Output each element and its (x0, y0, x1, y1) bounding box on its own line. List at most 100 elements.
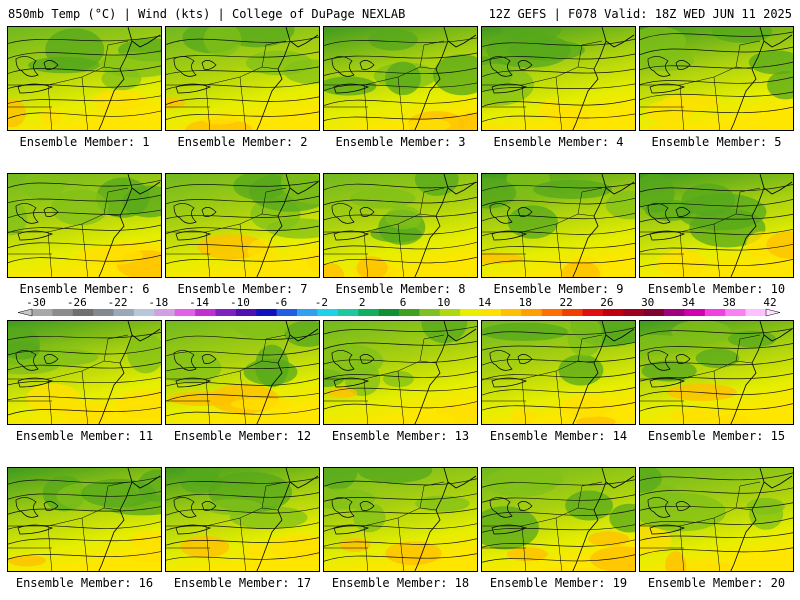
member-map-panel (481, 173, 636, 278)
state-borders (640, 40, 761, 130)
warm-temperature-area (26, 383, 80, 413)
cool-temperature-area (385, 206, 422, 230)
colorbar-segment (358, 309, 379, 316)
coastline (730, 468, 793, 571)
wind-streamline (640, 328, 793, 337)
ensemble-member-label: Ensemble Member: 19 (489, 576, 628, 590)
cool-temperature-area (507, 205, 558, 239)
cool-temperature-area (370, 225, 422, 243)
coastline (730, 27, 793, 130)
colorbar-tick-label: -30 (26, 298, 46, 309)
wind-streamline (8, 194, 161, 204)
wind-streamline (324, 196, 477, 206)
cool-temperature-area (96, 177, 150, 218)
temperature-wind-map (482, 174, 635, 277)
warm-temperature-area (127, 550, 161, 564)
wind-streamline (324, 82, 477, 91)
member-map-panel (639, 467, 794, 572)
cool-temperature-area (414, 174, 459, 196)
colorbar-segment (500, 309, 522, 316)
ensemble-member-label: Ensemble Member: 2 (177, 135, 308, 149)
member-map-panel (639, 26, 794, 131)
cool-temperature-area (280, 174, 319, 205)
ensemble-member-label: Ensemble Member: 7 (177, 282, 308, 296)
temperature-wind-map (482, 27, 635, 130)
wind-streamline (166, 81, 319, 90)
wind-streamline (166, 66, 319, 75)
cool-temperature-area (641, 360, 697, 382)
ensemble-member-label: Ensemble Member: 5 (651, 135, 782, 149)
colorbar-segment (215, 309, 237, 316)
great-lakes (489, 203, 533, 241)
cool-temperature-area (357, 468, 433, 483)
wind-streamline (166, 477, 319, 486)
warm-temperature-area (561, 261, 600, 277)
temperature-wind-map (8, 468, 161, 571)
great-lakes (647, 497, 691, 535)
colorbar-segment (643, 309, 665, 316)
wind-streamline (324, 226, 477, 236)
colorbar-tick-label: 38 (723, 298, 736, 309)
state-borders (482, 187, 603, 277)
cool-temperature-area (51, 189, 109, 226)
cool-temperature-area (8, 200, 28, 236)
temperature-wind-map (640, 468, 793, 571)
ensemble-member-label: Ensemble Member: 9 (493, 282, 624, 296)
wind-streamline (482, 197, 635, 207)
wind-streamline (8, 179, 161, 189)
state-borders (640, 187, 761, 277)
wind-streamline (166, 362, 319, 372)
coastline (256, 174, 319, 277)
ensemble-member-label: Ensemble Member: 17 (173, 576, 312, 590)
member-map-panel (481, 467, 636, 572)
warm-temperature-area (588, 531, 630, 547)
model-run-info: 12Z GEFS | F078 Valid: 18Z WED JUN 11 20… (488, 7, 792, 21)
cool-temperature-area (324, 76, 377, 96)
wind-streamline (482, 357, 635, 366)
warm-temperature-area (339, 537, 371, 552)
ensemble-member-label: Ensemble Member: 14 (489, 429, 628, 443)
cool-temperature-area (567, 321, 603, 357)
wind-streamline (8, 239, 161, 249)
state-borders (640, 334, 761, 424)
colorbar-tick-label: 22 (559, 298, 572, 309)
cool-temperature-area (681, 183, 736, 217)
member-map-panel (7, 467, 162, 572)
wind-streamline (8, 392, 161, 401)
wind-streamline (8, 476, 161, 485)
state-borders (324, 187, 445, 277)
temperature-wind-map (324, 468, 477, 571)
wind-streamline (324, 326, 477, 335)
wind-streamline (166, 180, 319, 190)
temperature-wind-map (640, 321, 793, 424)
ensemble-member-label: Ensemble Member: 4 (493, 135, 624, 149)
wind-streamline (324, 340, 477, 350)
wind-streamline (324, 371, 477, 380)
wind-streamline (166, 507, 319, 516)
colorbar-segment (297, 309, 318, 316)
wind-streamline (166, 392, 319, 402)
wind-streamline (482, 212, 635, 222)
wind-streamline (640, 31, 793, 40)
wind-streamline (8, 536, 161, 545)
colorbar-tick-label: 6 (400, 298, 407, 309)
member-map-panel (323, 467, 478, 572)
wind-streamline (166, 348, 319, 357)
warm-temperature-area (506, 547, 548, 562)
colorbar-segment (704, 309, 726, 316)
cool-temperature-area (482, 322, 569, 341)
colorbar-segment (195, 309, 216, 316)
cool-temperature-area (324, 343, 384, 378)
wind-streamline (482, 327, 635, 336)
great-lakes (15, 56, 59, 94)
colorbar-tick-label: -10 (230, 298, 250, 309)
great-lakes (647, 203, 691, 241)
wind-streamline (8, 209, 161, 219)
wind-streamline (8, 110, 161, 119)
warm-temperature-area (560, 394, 614, 418)
warm-temperature-area (766, 231, 793, 259)
wind-streamline (166, 240, 319, 250)
great-lakes (15, 350, 59, 388)
state-borders (166, 40, 287, 130)
member-map-panel (481, 320, 636, 425)
